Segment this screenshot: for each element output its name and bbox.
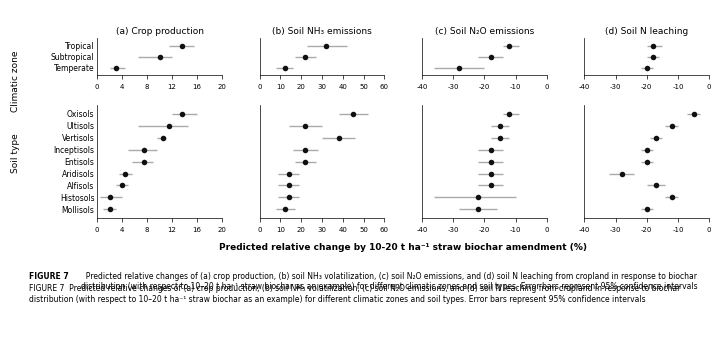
Text: Soil type: Soil type <box>12 133 20 173</box>
Title: (c) Soil N₂O emissions: (c) Soil N₂O emissions <box>435 27 534 36</box>
Text: Predicted relative change by 10-20 t ha⁻¹ straw biochar amendment (%): Predicted relative change by 10-20 t ha⁻… <box>219 243 588 252</box>
Text: FIGURE 7: FIGURE 7 <box>29 272 68 281</box>
Text: Predicted relative changes of (a) crop production, (b) soil NH₃ volatilization, : Predicted relative changes of (a) crop p… <box>81 272 697 291</box>
Title: (d) Soil N leaching: (d) Soil N leaching <box>605 27 688 36</box>
Text: Climatic zone: Climatic zone <box>12 50 20 112</box>
Text: FIGURE 7  Predicted relative changes of (a) crop production, (b) soil NH₃ volati: FIGURE 7 Predicted relative changes of (… <box>29 284 680 304</box>
Title: (b) Soil NH₃ emissions: (b) Soil NH₃ emissions <box>272 27 372 36</box>
Title: (a) Crop production: (a) Crop production <box>116 27 204 36</box>
